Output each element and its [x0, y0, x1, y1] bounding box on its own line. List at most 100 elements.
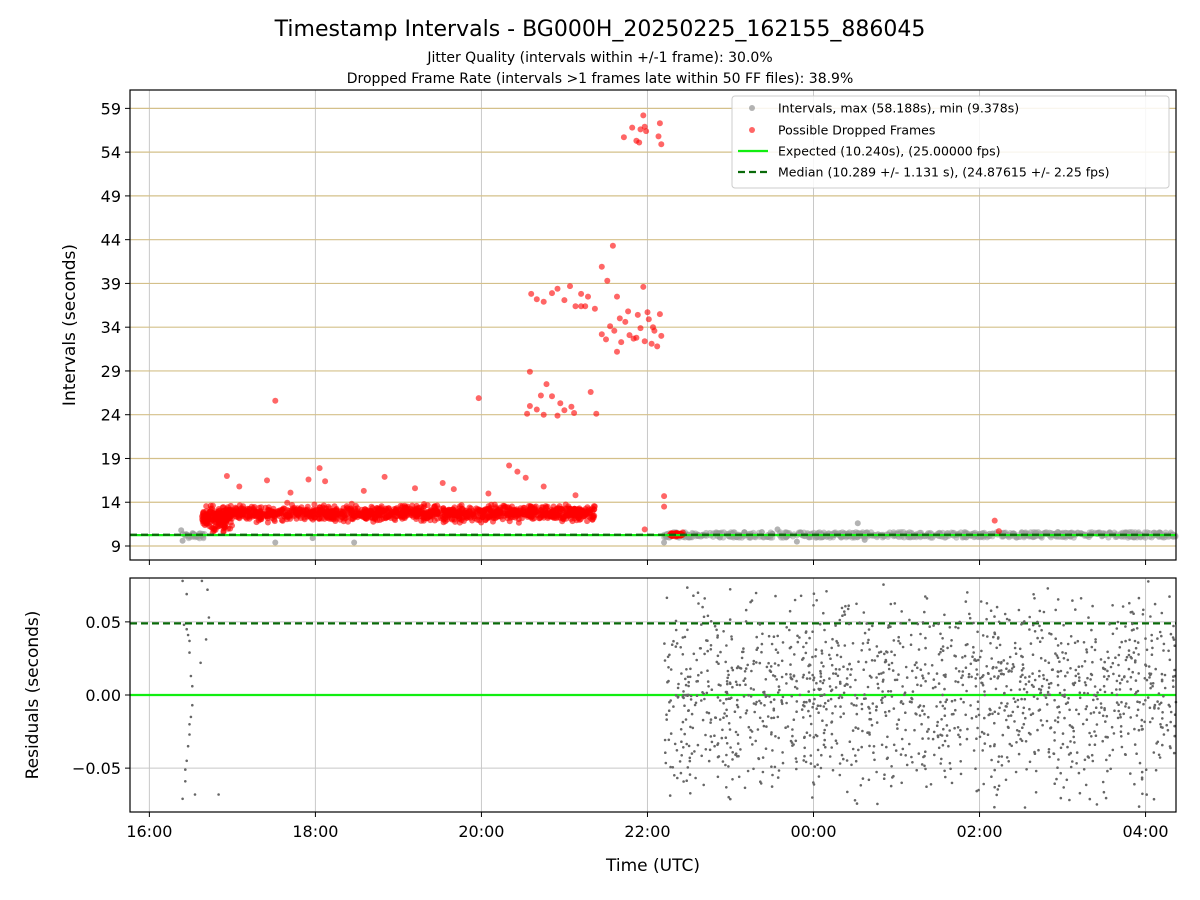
residual-band-point [1166, 728, 1170, 732]
residual-band-point [928, 625, 931, 628]
residual-band-point [917, 648, 921, 651]
dropped-frame-cluster-point [545, 510, 551, 517]
residual-band-point [770, 765, 773, 768]
residual-band-point [843, 613, 847, 616]
dropped-frame-point [568, 403, 575, 410]
residual-band-point [1091, 759, 1095, 763]
residual-band-point [1132, 612, 1135, 615]
residual-point [188, 723, 191, 726]
residual-band-point [727, 673, 730, 677]
residual-band-point [939, 647, 943, 651]
residual-band-point [791, 728, 794, 731]
residual-band-point [750, 669, 753, 673]
residual-band-point [1106, 769, 1109, 773]
residual-band-point [1156, 700, 1159, 703]
dropped-frame-cluster-point [204, 514, 211, 521]
bottom-x-axis: 16:00 18:00 20:00 22:00 00:00 02:00 04:00 [126, 812, 1169, 841]
residual-band-point [988, 707, 991, 711]
residual-band-point [996, 788, 1000, 791]
residual-band-point [754, 739, 757, 743]
residual-point [199, 661, 202, 665]
residual-band-point [788, 609, 792, 613]
residual-band-point [881, 690, 884, 693]
dropped-frame-point [223, 473, 230, 479]
residual-band-point [1116, 620, 1120, 624]
residual-band-point [822, 679, 826, 682]
interval-point [351, 539, 358, 546]
residual-band-point [722, 630, 725, 633]
residual-band-point [771, 749, 774, 752]
residual-band-point [686, 675, 690, 679]
dropped-frame-point [614, 348, 620, 355]
dropped-frame-point [643, 128, 650, 135]
residual-band-point [1150, 639, 1153, 643]
residual-band-point [838, 668, 841, 671]
residual-band-point [729, 746, 732, 749]
residual-band-point [705, 691, 709, 695]
residual-band-point [733, 710, 737, 713]
residual-band-point [1147, 665, 1151, 668]
residual-band-point [994, 687, 998, 691]
residual-band-point [1133, 727, 1136, 731]
residual-band-point [785, 672, 788, 676]
dropped-frame-cluster-point [488, 508, 495, 515]
residual-band-point [1021, 673, 1024, 677]
residual-band-point [1074, 608, 1077, 611]
residual-band-point [1074, 674, 1078, 678]
dropped-frame-cluster-point [372, 514, 379, 520]
residual-band-point [835, 742, 839, 745]
residual-band-point [837, 696, 841, 700]
residual-band-point [1122, 675, 1126, 679]
residual-band-point [803, 736, 806, 739]
residual-band-point [1033, 630, 1037, 633]
residual-band-point [1072, 735, 1075, 739]
residual-band-point [798, 636, 801, 639]
residual-band-point [1040, 684, 1044, 688]
residual-band-point [937, 653, 941, 656]
residual-band-point [700, 754, 703, 758]
residual-band-point [1152, 797, 1156, 801]
residual-band-point [1011, 710, 1015, 714]
residual-band-point [1102, 790, 1106, 794]
residual-band-point [765, 694, 768, 698]
dropped-frame-cluster-point [517, 505, 524, 512]
residual-band-point [781, 751, 784, 754]
dropped-frame-cluster-point [203, 503, 210, 510]
residual-band-point [974, 677, 977, 680]
residual-band-point [972, 749, 976, 752]
residual-band-point [842, 712, 845, 715]
residual-band-point [667, 666, 670, 669]
residual-band-point [868, 744, 871, 748]
residual-band-point [990, 758, 993, 762]
residual-band-point [700, 699, 703, 702]
residual-band-point [996, 677, 999, 680]
residual-band-point [1039, 691, 1043, 694]
residual-band-point [740, 656, 744, 660]
residual-band-point [737, 775, 741, 779]
residual-band-point [669, 668, 673, 671]
residual-band-point [691, 726, 695, 730]
residual-band-point [744, 711, 748, 715]
dropped-frame-cluster-point [230, 510, 237, 517]
residual-band-point [851, 747, 855, 751]
residual-band-point [1128, 638, 1131, 642]
residual-band-point [1093, 685, 1097, 688]
residual-band-point [861, 729, 864, 733]
residual-band-point [1031, 712, 1035, 715]
residual-band-point [823, 701, 827, 705]
dropped-frame-point [641, 526, 648, 533]
residual-band-point [1000, 669, 1003, 672]
x-axis-label: Time (UTC) [605, 856, 700, 876]
residual-point [191, 703, 194, 707]
residual-band-point [1159, 725, 1163, 729]
residual-band-point [1167, 703, 1171, 707]
residual-band-point [1143, 677, 1147, 680]
residual-band-point [716, 743, 719, 747]
residual-band-point [814, 648, 818, 651]
residual-band-point [913, 663, 917, 667]
residual-band-point [1059, 746, 1063, 750]
residual-band-point [930, 664, 934, 667]
residual-band-point [880, 743, 884, 747]
residual-band-point [743, 786, 747, 790]
